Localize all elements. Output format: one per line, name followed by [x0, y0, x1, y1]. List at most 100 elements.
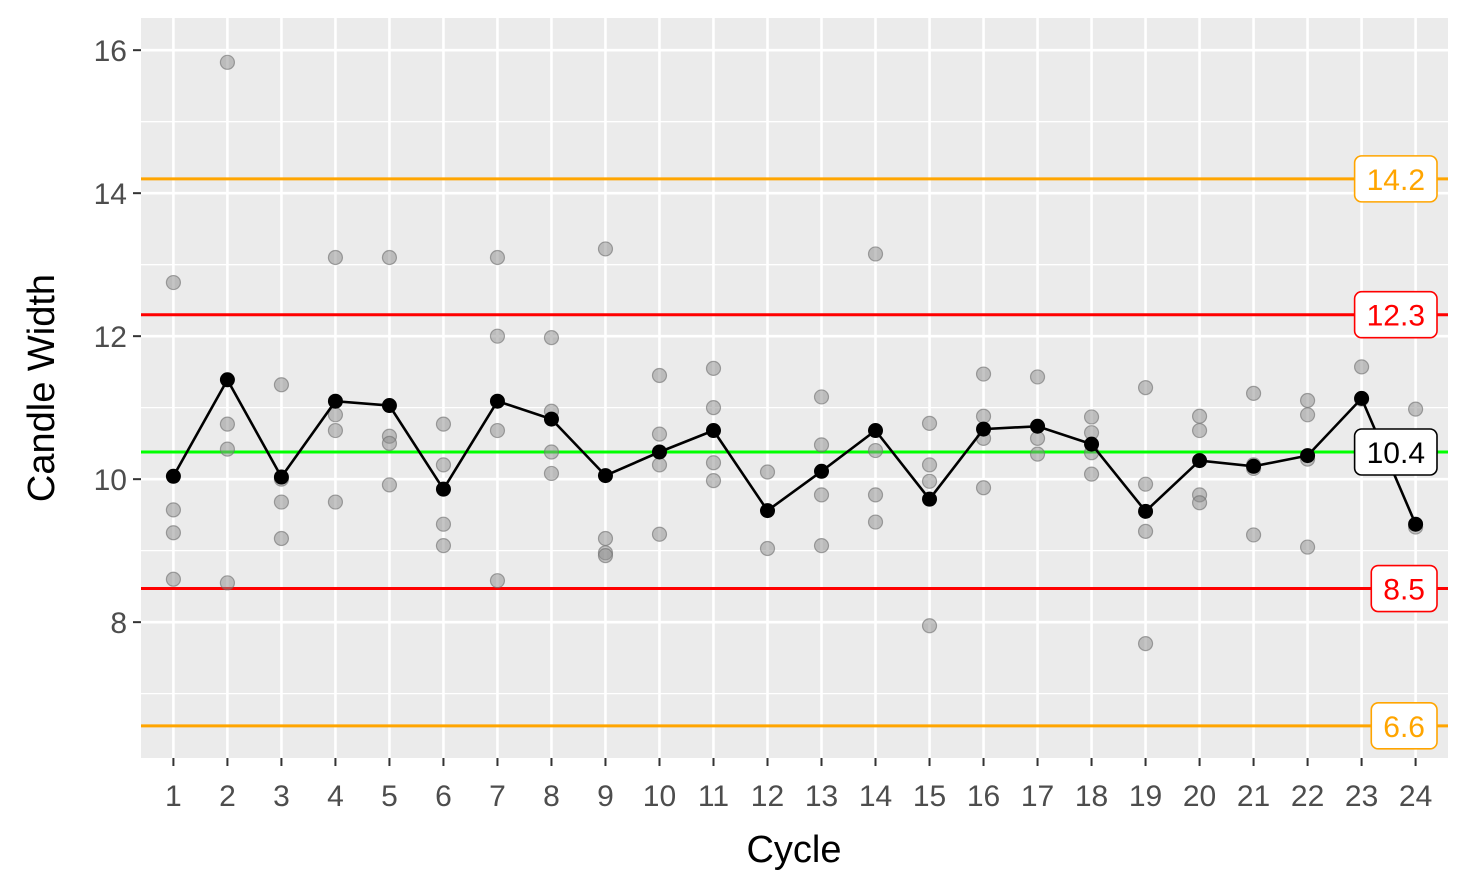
reference-label: 6.6	[1383, 711, 1425, 744]
observation-point	[1299, 407, 1316, 423]
mean-point	[705, 423, 721, 439]
observation-point	[543, 444, 560, 460]
x-tick-label: 18	[1075, 780, 1108, 813]
observation-point	[1191, 422, 1208, 439]
x-tick-label: 7	[489, 780, 506, 813]
observation-point	[759, 540, 776, 557]
panel-background	[141, 18, 1448, 758]
observation-point	[435, 516, 452, 532]
observation-point	[381, 477, 398, 493]
observation-point	[435, 538, 452, 554]
observation-point	[651, 457, 668, 473]
mean-point	[381, 398, 397, 414]
observation-point	[813, 389, 830, 405]
mean-point	[868, 423, 884, 439]
observation-point	[921, 457, 938, 473]
observation-point	[597, 241, 614, 257]
x-tick-label: 6	[435, 780, 452, 813]
observation-point	[975, 480, 992, 496]
y-tick-label: 8	[110, 607, 127, 640]
observation-point	[435, 457, 452, 473]
x-tick-label: 2	[219, 780, 236, 813]
mean-point	[273, 469, 289, 485]
observation-point	[435, 416, 452, 432]
observation-point	[975, 408, 992, 424]
mean-point	[1138, 503, 1154, 519]
x-tick-label: 8	[543, 780, 560, 813]
observation-point	[489, 573, 506, 589]
x-tick-label: 14	[859, 780, 892, 813]
observation-point	[489, 328, 506, 344]
observation-point	[1353, 359, 1370, 375]
reference-label-box	[1353, 290, 1438, 339]
reference-lines	[141, 177, 1448, 728]
observation-point	[921, 473, 938, 489]
observation-point	[921, 415, 938, 431]
x-tick-label: 10	[643, 780, 676, 813]
mean-point	[1084, 436, 1100, 452]
observation-point	[489, 249, 506, 266]
mean-point	[1354, 390, 1370, 406]
observation-point	[651, 367, 668, 384]
reference-label-box	[1353, 428, 1438, 476]
observation-point	[1029, 446, 1046, 462]
observation-point	[1137, 476, 1154, 492]
x-axis-title: Cycle	[746, 829, 841, 871]
observation-point	[813, 487, 830, 503]
observation-point	[813, 437, 830, 453]
mean-point	[165, 468, 181, 484]
observation-point	[543, 465, 560, 482]
mean-point	[759, 503, 775, 519]
observation-point	[165, 274, 182, 291]
observation-point	[1029, 369, 1046, 385]
reference-labels: 14.2 12.3 10.4 8.5 6.6	[1353, 155, 1438, 750]
reference-label: 8.5	[1383, 574, 1425, 607]
observation-point	[813, 538, 830, 554]
observation-point	[273, 530, 290, 547]
mean-point	[1246, 458, 1262, 474]
x-tick-label: 13	[805, 780, 838, 813]
observation-point	[759, 464, 776, 480]
mean-point	[651, 444, 667, 460]
observation-point	[1407, 401, 1424, 417]
x-tick-label: 11	[698, 780, 729, 813]
x-tick-label: 17	[1021, 780, 1054, 813]
observation-point	[705, 360, 722, 376]
mean-point	[1300, 448, 1316, 464]
observation-point	[165, 502, 182, 518]
mean-point	[1030, 418, 1046, 434]
reference-label-box	[1370, 702, 1438, 750]
grid-major	[141, 18, 1448, 758]
reference-label: 10.4	[1367, 437, 1425, 470]
x-tick-label: 5	[381, 780, 398, 813]
observation-point	[1191, 408, 1208, 424]
observation-point	[651, 526, 668, 542]
mean-point	[1408, 516, 1424, 532]
observation-point	[975, 366, 992, 382]
observation-point	[1245, 527, 1262, 543]
x-tick-label: 15	[913, 780, 946, 813]
x-tick-label: 9	[597, 780, 614, 813]
observation-point	[219, 575, 236, 591]
observation-point	[327, 494, 344, 510]
grid-minor	[141, 121, 1448, 695]
observation-point	[381, 249, 398, 266]
observation-point	[867, 487, 884, 503]
observation-point	[543, 329, 560, 346]
observation-point	[273, 494, 290, 510]
mean-point	[1192, 453, 1208, 469]
observation-point	[597, 548, 614, 564]
y-axis-title: Candle Width	[21, 274, 63, 502]
reference-label-box	[1353, 155, 1438, 203]
observation-point	[1137, 380, 1154, 396]
observation-point	[219, 416, 236, 432]
observation-point	[921, 618, 938, 634]
x-tick-label: 22	[1291, 780, 1324, 813]
observation-point	[705, 455, 722, 471]
x-tick-label: 20	[1183, 780, 1216, 813]
observation-point	[327, 422, 344, 439]
observation-point	[219, 54, 236, 70]
x-tick-label: 23	[1345, 780, 1378, 813]
x-tick-label: 24	[1399, 780, 1432, 813]
